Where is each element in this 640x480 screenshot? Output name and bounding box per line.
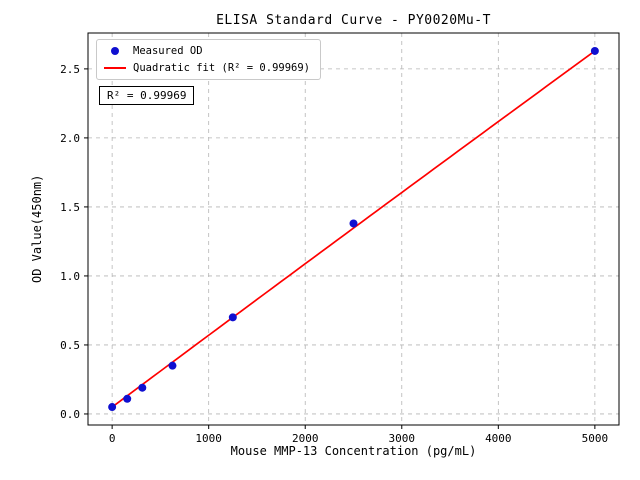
svg-text:2.5: 2.5 [60, 63, 80, 76]
legend-entry-measured-od: Measured OD [104, 45, 310, 57]
x-axis-label: Mouse MMP-13 Concentration (pg/mL) [230, 444, 477, 458]
svg-text:0.0: 0.0 [60, 408, 80, 421]
r-squared-annotation: R² = 0.99969 [99, 86, 195, 105]
svg-text:1.0: 1.0 [60, 270, 80, 283]
chart-title: ELISA Standard Curve - PY0020Mu-T [216, 13, 491, 28]
svg-text:2.0: 2.0 [60, 132, 80, 145]
svg-text:4000: 4000 [485, 432, 512, 445]
scatter-marker-icon [104, 46, 126, 56]
svg-text:1.5: 1.5 [60, 201, 80, 214]
svg-text:2000: 2000 [292, 432, 319, 445]
svg-text:5000: 5000 [582, 432, 609, 445]
svg-text:3000: 3000 [389, 432, 416, 445]
svg-text:0.5: 0.5 [60, 339, 80, 352]
legend: Measured OD Quadratic fit (R² = 0.99969) [96, 39, 322, 80]
legend-label-measured-od: Measured OD [133, 45, 203, 57]
legend-entry-quadratic-fit: Quadratic fit (R² = 0.99969) [104, 62, 310, 74]
legend-label-quadratic-fit: Quadratic fit (R² = 0.99969) [133, 62, 311, 74]
svg-text:1000: 1000 [195, 432, 222, 445]
y-axis-label: OD Value(450nm) [30, 174, 44, 284]
svg-text:0: 0 [109, 432, 116, 445]
fit-line-icon [104, 63, 126, 73]
